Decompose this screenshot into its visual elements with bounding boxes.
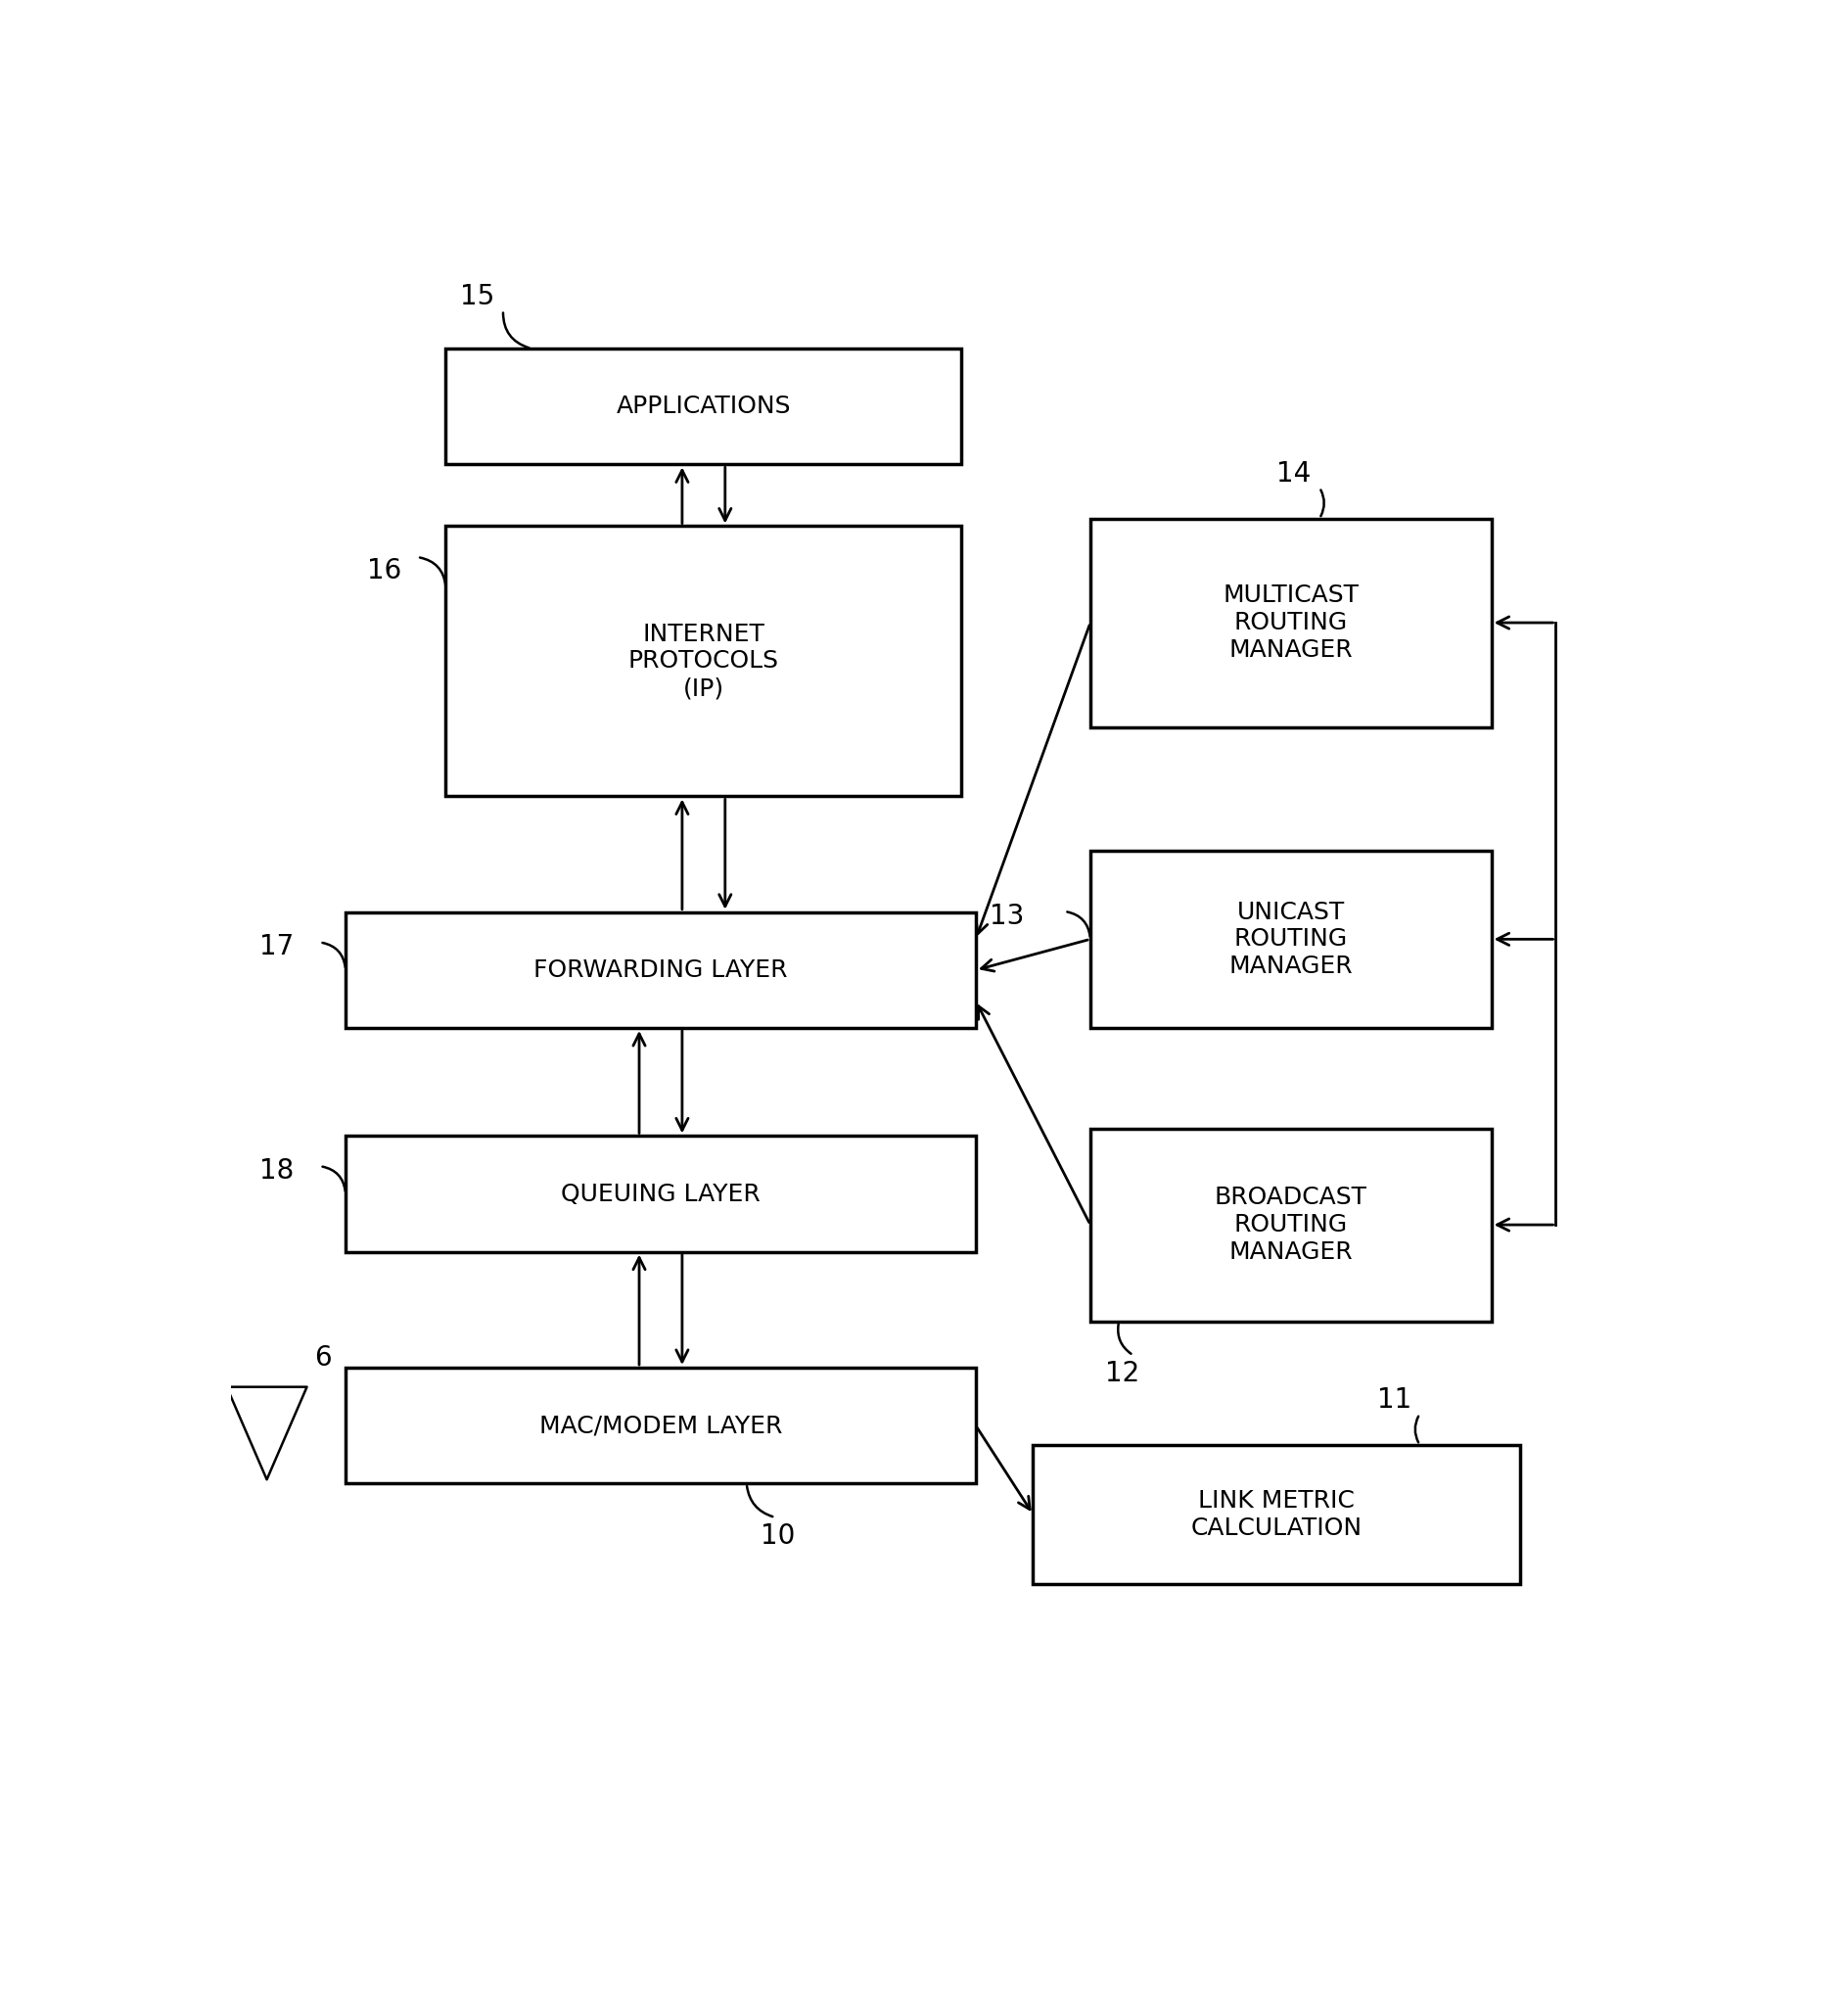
Bar <box>346 1367 976 1484</box>
Bar <box>445 525 961 796</box>
Bar <box>1090 519 1491 728</box>
Bar <box>1033 1446 1519 1584</box>
Text: MULTICAST
ROUTING
MANAGER: MULTICAST ROUTING MANAGER <box>1223 583 1358 662</box>
Bar <box>346 912 976 1029</box>
Text: 18: 18 <box>259 1157 294 1185</box>
Text: QUEUING LAYER: QUEUING LAYER <box>562 1183 760 1205</box>
Bar <box>1090 850 1491 1029</box>
Text: 12: 12 <box>1105 1359 1138 1387</box>
Text: MAC/MODEM LAYER: MAC/MODEM LAYER <box>540 1414 782 1438</box>
Bar <box>445 349 961 465</box>
Text: FORWARDING LAYER: FORWARDING LAYER <box>534 958 787 982</box>
Text: 10: 10 <box>761 1522 795 1550</box>
Text: 11: 11 <box>1377 1387 1412 1414</box>
Text: INTERNET
PROTOCOLS
(IP): INTERNET PROTOCOLS (IP) <box>628 622 780 700</box>
Text: BROADCAST
ROUTING
MANAGER: BROADCAST ROUTING MANAGER <box>1214 1185 1368 1263</box>
Text: 6: 6 <box>314 1343 331 1371</box>
Text: 13: 13 <box>991 902 1024 930</box>
Text: 17: 17 <box>259 932 294 960</box>
Text: LINK METRIC
CALCULATION: LINK METRIC CALCULATION <box>1190 1490 1362 1540</box>
Text: UNICAST
ROUTING
MANAGER: UNICAST ROUTING MANAGER <box>1229 900 1353 978</box>
Text: APPLICATIONS: APPLICATIONS <box>615 395 791 419</box>
Text: 14: 14 <box>1277 461 1310 487</box>
Text: 16: 16 <box>368 557 401 585</box>
Bar <box>1090 1129 1491 1321</box>
Text: 15: 15 <box>460 283 495 311</box>
Bar <box>346 1137 976 1251</box>
